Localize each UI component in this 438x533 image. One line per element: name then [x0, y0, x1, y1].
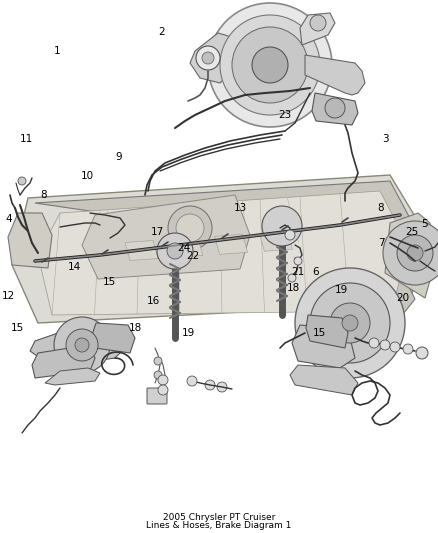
Circle shape	[176, 214, 204, 242]
Polygon shape	[290, 365, 358, 395]
Text: 23: 23	[278, 110, 291, 119]
Text: 10: 10	[81, 171, 94, 181]
Circle shape	[262, 206, 302, 246]
Circle shape	[202, 52, 214, 64]
Text: 4: 4	[5, 214, 12, 223]
Text: 2005 Chrysler PT Cruiser: 2005 Chrysler PT Cruiser	[163, 513, 275, 521]
Circle shape	[342, 315, 358, 331]
Text: 19: 19	[182, 328, 195, 338]
Circle shape	[205, 380, 215, 390]
Polygon shape	[305, 55, 365, 95]
Circle shape	[295, 268, 405, 378]
Text: 22: 22	[186, 251, 199, 261]
FancyBboxPatch shape	[147, 388, 167, 404]
Circle shape	[75, 338, 89, 352]
Polygon shape	[92, 323, 135, 353]
Circle shape	[54, 317, 110, 373]
Polygon shape	[82, 195, 250, 279]
Circle shape	[310, 15, 326, 31]
Text: 3: 3	[382, 134, 389, 143]
Polygon shape	[170, 237, 203, 257]
Circle shape	[187, 376, 197, 386]
Text: 1: 1	[53, 46, 60, 55]
Circle shape	[330, 303, 370, 343]
Polygon shape	[259, 231, 293, 251]
Circle shape	[154, 357, 162, 365]
Circle shape	[154, 371, 162, 379]
Circle shape	[196, 46, 220, 70]
Polygon shape	[38, 191, 408, 315]
Circle shape	[208, 3, 332, 127]
Polygon shape	[300, 13, 335, 45]
Text: 15: 15	[103, 278, 116, 287]
Polygon shape	[32, 345, 95, 378]
Text: 9: 9	[115, 152, 122, 162]
Circle shape	[403, 344, 413, 354]
Circle shape	[66, 329, 98, 361]
Polygon shape	[25, 239, 415, 318]
Text: 6: 6	[312, 267, 319, 277]
Circle shape	[220, 15, 320, 115]
Circle shape	[217, 382, 227, 392]
Circle shape	[157, 233, 193, 269]
Circle shape	[383, 221, 438, 285]
Text: 15: 15	[11, 323, 24, 333]
Circle shape	[310, 283, 390, 363]
Circle shape	[369, 338, 379, 348]
Text: 14: 14	[68, 262, 81, 271]
Circle shape	[285, 230, 295, 240]
Polygon shape	[292, 325, 355, 368]
Text: 16: 16	[147, 296, 160, 306]
Polygon shape	[8, 213, 52, 268]
Circle shape	[416, 347, 428, 359]
Text: 19: 19	[335, 286, 348, 295]
Text: Lines & Hoses, Brake Diagram 1: Lines & Hoses, Brake Diagram 1	[146, 521, 292, 530]
Text: 17: 17	[151, 227, 164, 237]
Circle shape	[325, 98, 345, 118]
Circle shape	[158, 375, 168, 385]
Polygon shape	[385, 213, 435, 298]
Circle shape	[407, 245, 423, 261]
Circle shape	[288, 274, 296, 282]
Polygon shape	[190, 33, 240, 83]
Circle shape	[232, 27, 308, 103]
Text: 5: 5	[421, 219, 428, 229]
Circle shape	[252, 47, 288, 83]
Circle shape	[168, 206, 212, 250]
Polygon shape	[30, 325, 125, 363]
Polygon shape	[215, 235, 247, 254]
Text: 2: 2	[159, 27, 166, 37]
Circle shape	[18, 177, 26, 185]
Text: 18: 18	[129, 323, 142, 333]
Text: 15: 15	[313, 328, 326, 338]
Polygon shape	[12, 175, 425, 323]
Circle shape	[294, 257, 302, 265]
Circle shape	[390, 342, 400, 352]
Text: 18: 18	[287, 283, 300, 293]
Text: 21: 21	[291, 267, 304, 277]
Polygon shape	[35, 181, 420, 257]
Text: 24: 24	[177, 243, 191, 253]
Polygon shape	[45, 368, 100, 385]
Text: 7: 7	[378, 238, 385, 247]
Text: 13: 13	[234, 203, 247, 213]
Polygon shape	[125, 240, 158, 261]
Text: 11: 11	[20, 134, 33, 143]
Circle shape	[380, 340, 390, 350]
Text: 8: 8	[378, 203, 385, 213]
Text: 25: 25	[405, 227, 418, 237]
Polygon shape	[306, 315, 348, 348]
Circle shape	[397, 235, 433, 271]
Polygon shape	[312, 93, 358, 125]
Text: 20: 20	[396, 294, 410, 303]
Circle shape	[167, 243, 183, 259]
Text: 8: 8	[40, 190, 47, 199]
Circle shape	[158, 385, 168, 395]
Text: 12: 12	[2, 291, 15, 301]
